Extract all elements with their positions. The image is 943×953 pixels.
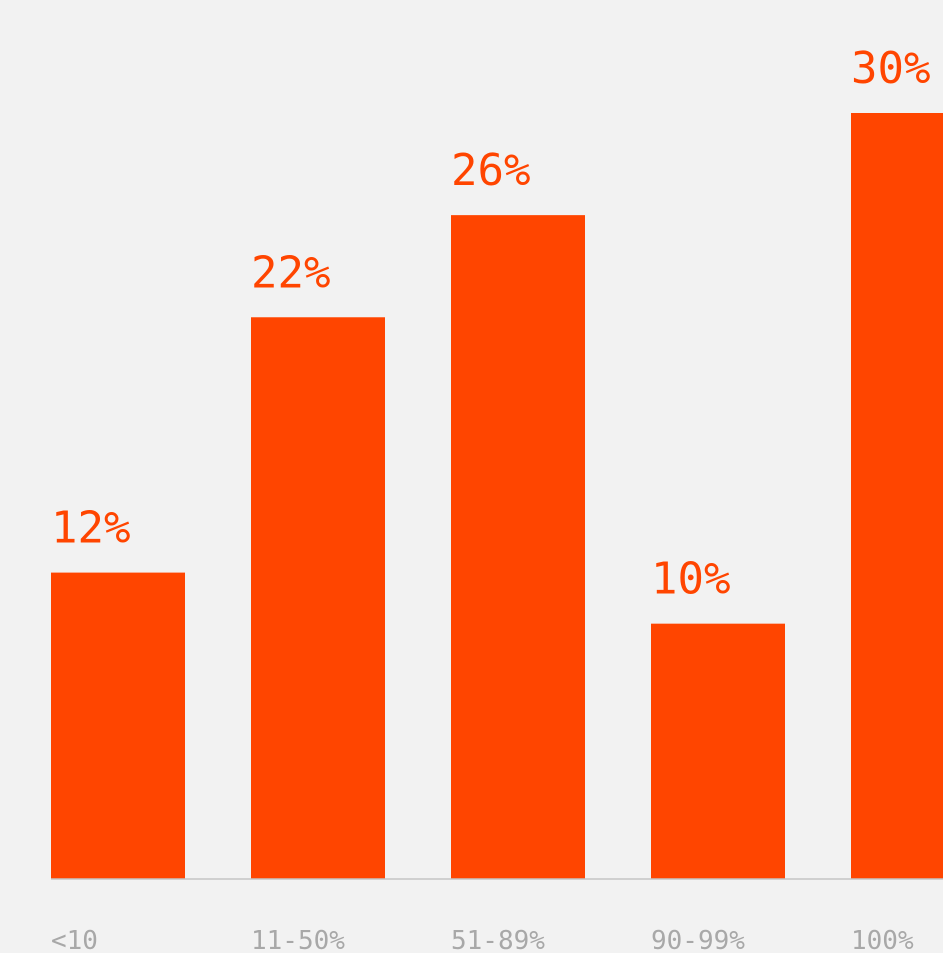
data-label-0: 12% <box>51 503 130 554</box>
bars-layer <box>51 113 943 880</box>
bar-1 <box>251 317 385 879</box>
bar-3 <box>651 623 785 879</box>
category-label-4: 100% <box>851 926 914 953</box>
category-label-1: 11-50% <box>251 926 345 953</box>
bar-2 <box>451 215 585 880</box>
data-label-4: 30% <box>851 43 930 94</box>
labels-layer: 12% <10 22% 11-50% 26% 51-89% 10% 90-99% 30% 100% <box>51 43 930 953</box>
data-label-2: 26% <box>451 145 530 196</box>
bar-4 <box>851 113 943 879</box>
data-label-1: 22% <box>251 247 330 298</box>
category-label-3: 90-99% <box>651 926 745 953</box>
data-label-3: 10% <box>651 554 730 605</box>
category-label-2: 51-89% <box>451 926 545 953</box>
category-label-0: <10 <box>51 926 98 953</box>
bar-0 <box>51 572 185 879</box>
